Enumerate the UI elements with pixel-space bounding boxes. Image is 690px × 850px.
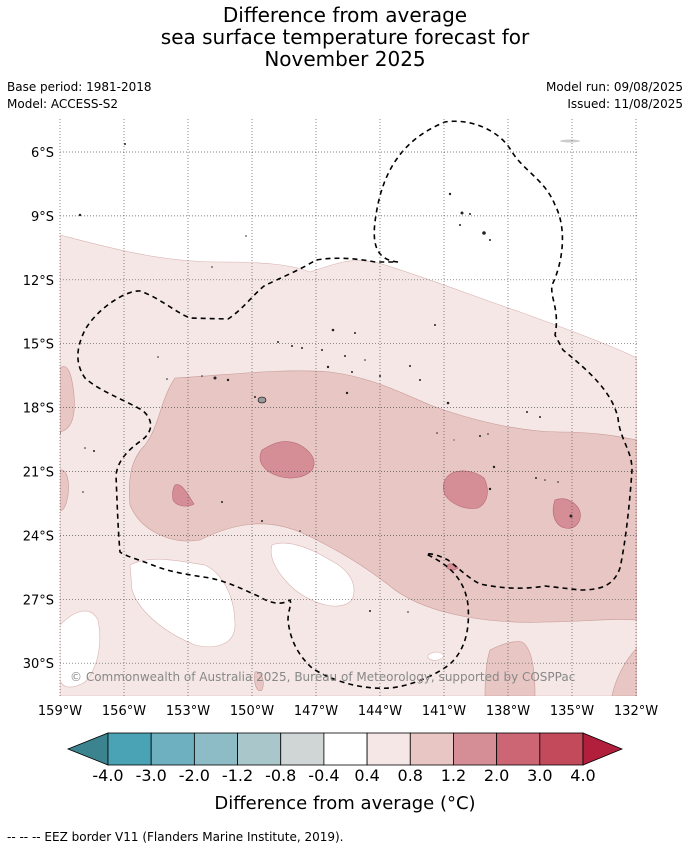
colorbar-swatch	[323, 732, 368, 766]
colorbar-swatch	[496, 732, 541, 766]
lat-label: 21°S	[23, 466, 54, 481]
anomaly-region-0.8-1.2-sw	[254, 671, 264, 691]
lat-label: 6°S	[31, 146, 54, 161]
lon-label: 138°W	[486, 704, 530, 719]
meta-right: Model run: 09/08/2025 Issued: 11/08/2025	[546, 79, 683, 113]
anomaly-region-1.2-2.0-d	[172, 484, 195, 507]
colorbar-tick-label: 4.0	[570, 766, 596, 785]
colorbar-swatch	[107, 732, 152, 766]
colorbar-tick-label: -2.0	[178, 766, 210, 785]
title-line-3: November 2025	[264, 47, 426, 71]
model-name: Model: ACCESS-S2	[7, 97, 119, 111]
lon-label: 153°W	[166, 704, 210, 719]
lon-label: 141°W	[422, 704, 466, 719]
lon-label: 144°W	[358, 704, 402, 719]
colorbar-tick-label: 2.0	[483, 766, 510, 785]
anomaly-region-0.8-1.2-west2	[60, 469, 69, 511]
colorbar-swatch	[193, 732, 238, 766]
colorbar-tick-label: -0.8	[265, 766, 297, 785]
title-line-1: Difference from average	[222, 3, 468, 27]
lon-label: 159°W	[38, 704, 82, 719]
title-line-2: sea surface temperature forecast for	[160, 25, 530, 49]
lat-label: 30°S	[23, 657, 54, 672]
lon-label: 150°W	[230, 704, 274, 719]
colorbar-tick-label: 3.0	[527, 766, 553, 785]
eez-legend-note: -- -- -- EEZ border V11 (Flanders Marine…	[7, 830, 344, 844]
meta-left: Base period: 1981-2018 Model: ACCESS-S2	[7, 79, 152, 113]
near-average-region-south	[129, 558, 236, 648]
lon-label: 135°W	[550, 704, 594, 719]
colorbar-tick-label: 0.8	[397, 766, 423, 785]
colorbar-swatch	[237, 732, 282, 766]
lat-label: 9°S	[31, 210, 54, 225]
colorbar	[66, 732, 624, 766]
colorbar-swatch	[539, 732, 584, 766]
base-period: Base period: 1981-2018	[7, 80, 152, 94]
anomaly-region-1.2-2.0-c	[552, 498, 581, 529]
colorbar-tick-label: -1.2	[221, 766, 254, 785]
anomaly-region-0.8-1.2-se	[611, 647, 637, 696]
colorbar-swatch	[150, 732, 195, 766]
colorbar-high-extension	[582, 732, 624, 766]
lat-label: 24°S	[23, 529, 54, 544]
lat-label: 15°S	[23, 338, 54, 353]
colorbar-tick-label: 1.2	[440, 766, 467, 785]
anomaly-region-1.2-2.0-b	[443, 470, 488, 509]
near-average-region-southwest	[60, 610, 101, 688]
anomaly-region-0.8-1.2-south	[484, 641, 536, 696]
colorbar-swatch	[280, 732, 325, 766]
copyright-notice: © Commonwealth of Australia 2025, Bureau…	[70, 670, 575, 684]
model-run: Model run: 09/08/2025	[545, 80, 683, 94]
colorbar-swatch	[366, 732, 411, 766]
chart-title: Difference from average sea surface temp…	[0, 4, 690, 70]
lon-label: 156°W	[102, 704, 146, 719]
anomaly-region-1.2-2.0-a	[259, 441, 315, 479]
colorbar-tick-label: 0.4	[354, 766, 380, 785]
colorbar-swatch	[409, 732, 454, 766]
colorbar-tick-label: -4.0	[92, 766, 124, 785]
islands	[60, 139, 580, 613]
colorbar-low-extension	[66, 732, 109, 766]
lat-label: 12°S	[23, 274, 54, 289]
colorbar-tick-label: -3.0	[135, 766, 167, 785]
colorbar-swatch	[453, 732, 498, 766]
colorbar-title: Difference from average (°C)	[214, 793, 476, 814]
lat-label: 27°S	[23, 593, 54, 608]
anomaly-region-0.8-1.2	[129, 370, 637, 623]
near-average-region-center	[270, 542, 355, 607]
lat-label: 18°S	[23, 402, 54, 417]
lon-label: 132°W	[614, 704, 658, 719]
longitude-labels: 159°W 156°W 153°W 150°W 147°W 144°W 141°W 138°W…	[38, 704, 658, 719]
issued-date: Issued: 11/08/2025	[567, 97, 683, 111]
map-graticule	[59, 119, 637, 696]
lon-label: 147°W	[294, 704, 338, 719]
anomaly-region-0.8-1.2-west	[60, 366, 75, 433]
eez-border-french-polynesia	[77, 120, 633, 690]
colorbar-tick-label: -0.4	[308, 766, 340, 785]
latitude-labels: 6°S 9°S 12°S 15°S 18°S 21°S 24°S 27°S 30°S	[23, 146, 54, 672]
